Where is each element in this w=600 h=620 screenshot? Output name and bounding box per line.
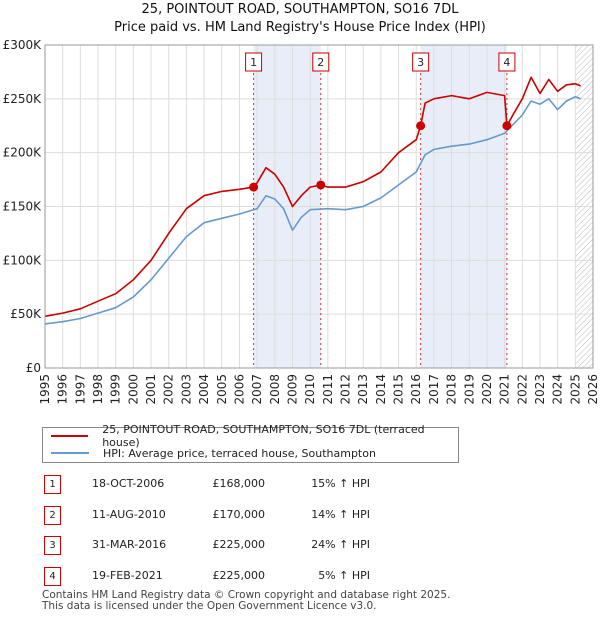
table-row: 2 11-AUG-2010 £170,000 14% ↑ HPI bbox=[0, 506, 600, 526]
footer: Contains HM Land Registry data © Crown c… bbox=[42, 590, 450, 612]
legend: 25, POINTOUT ROAD, SOUTHAMPTON, SO16 7DL… bbox=[42, 423, 459, 463]
x-tick-label: 2007 bbox=[250, 374, 264, 405]
transaction-hpi: 15% ↑ HPI bbox=[311, 477, 370, 490]
transaction-price: £168,000 bbox=[212, 477, 266, 490]
x-tick-label: 2016 bbox=[409, 374, 423, 405]
marker-label-3: 3 bbox=[417, 56, 424, 69]
table-row: 4 19-FEB-2021 £225,000 5% ↑ HPI bbox=[0, 567, 600, 587]
legend-label-property: 25, POINTOUT ROAD, SOUTHAMPTON, SO16 7DL… bbox=[102, 423, 425, 449]
x-tick-label: 2022 bbox=[515, 374, 529, 405]
table-row: 3 31-MAR-2016 £225,000 24% ↑ HPI bbox=[0, 536, 600, 556]
x-tick-label: 2019 bbox=[462, 374, 476, 405]
x-tick-label: 2002 bbox=[162, 374, 176, 405]
sale-point-3 bbox=[416, 121, 426, 131]
legend-item-hpi: HPI: Average price, terraced house, Sout… bbox=[51, 445, 376, 461]
x-tick-label: 2000 bbox=[126, 374, 140, 405]
transaction-price: £225,000 bbox=[212, 569, 266, 582]
x-tick-label: 2015 bbox=[392, 374, 406, 405]
table-row: 1 18-OCT-2006 £168,000 15% ↑ HPI bbox=[0, 475, 600, 495]
chart-title: 25, POINTOUT ROAD, SOUTHAMPTON, SO16 7DL bbox=[141, 2, 459, 17]
transaction-hpi: 5% ↑ HPI bbox=[318, 569, 370, 582]
x-tick-label: 2005 bbox=[215, 374, 229, 405]
y-tick-label: £50K bbox=[10, 307, 42, 321]
x-tick-label: 2008 bbox=[268, 374, 282, 405]
x-tick-label: 2003 bbox=[179, 374, 193, 405]
x-tick-label: 2012 bbox=[339, 374, 353, 405]
sale-point-2 bbox=[316, 180, 326, 190]
transaction-price: £170,000 bbox=[212, 508, 266, 521]
x-tick-label: 2020 bbox=[480, 374, 494, 405]
sale-point-1 bbox=[249, 182, 259, 192]
property-price-line bbox=[44, 76, 581, 318]
transaction-badge: 2 bbox=[44, 506, 61, 525]
marker-label-1: 1 bbox=[250, 56, 257, 69]
x-tick-label: 2025 bbox=[568, 374, 582, 405]
x-tick-label: 1995 bbox=[38, 374, 52, 405]
x-tick-label: 1996 bbox=[56, 374, 70, 405]
transaction-badge: 4 bbox=[44, 567, 61, 586]
x-tick-label: 2006 bbox=[232, 374, 246, 405]
marker-box-3 bbox=[412, 52, 430, 72]
transaction-badge: 3 bbox=[44, 536, 61, 555]
x-tick-label: 1997 bbox=[73, 374, 87, 405]
footer-copyright: Contains HM Land Registry data © Crown c… bbox=[42, 589, 451, 601]
y-tick-label: £100K bbox=[3, 253, 43, 267]
chart-subtitle: Price paid vs. HM Land Registry's House … bbox=[114, 20, 486, 35]
marker-label-2: 2 bbox=[317, 56, 324, 69]
x-tick-label: 1998 bbox=[91, 374, 105, 405]
y-tick-label: £0 bbox=[26, 361, 41, 375]
y-tick-label: £150K bbox=[3, 200, 43, 214]
legend-item-property: 25, POINTOUT ROAD, SOUTHAMPTON, SO16 7DL… bbox=[51, 423, 458, 449]
x-tick-label: 2023 bbox=[533, 374, 547, 405]
x-tick-label: 2011 bbox=[321, 374, 335, 405]
transaction-hpi: 14% ↑ HPI bbox=[311, 508, 370, 521]
plot-frame bbox=[44, 44, 594, 369]
x-tick-label: 2013 bbox=[356, 374, 370, 405]
x-tick-label: 2014 bbox=[374, 374, 388, 405]
marker-box-4 bbox=[498, 52, 516, 72]
transaction-date: 11-AUG-2010 bbox=[92, 508, 166, 521]
x-tick-label: 2026 bbox=[586, 374, 600, 405]
x-tick-label: 2001 bbox=[144, 374, 158, 405]
transaction-date: 19-FEB-2021 bbox=[92, 569, 163, 582]
transaction-badge: 1 bbox=[44, 475, 61, 494]
legend-label-hpi: HPI: Average price, terraced house, Sout… bbox=[103, 446, 376, 460]
marker-label-4: 4 bbox=[503, 56, 510, 69]
y-tick-label: £300K bbox=[3, 38, 43, 52]
transaction-hpi: 24% ↑ HPI bbox=[311, 538, 370, 551]
x-tick-label: 2004 bbox=[197, 374, 211, 405]
hpi-line bbox=[44, 95, 581, 325]
x-tick-label: 1999 bbox=[109, 374, 123, 405]
transaction-date: 18-OCT-2006 bbox=[92, 477, 165, 490]
x-tick-label: 2017 bbox=[427, 374, 441, 405]
legend-swatch-hpi bbox=[51, 452, 89, 454]
marker-box-2 bbox=[312, 52, 330, 72]
transaction-price: £225,000 bbox=[212, 538, 266, 551]
x-tick-label: 2024 bbox=[551, 374, 565, 405]
sale-point-4 bbox=[502, 121, 512, 131]
x-tick-label: 2009 bbox=[285, 374, 299, 405]
footer-licence: This data is licensed under the Open Gov… bbox=[42, 600, 377, 612]
marker-box-1 bbox=[245, 52, 263, 72]
x-tick-label: 2018 bbox=[445, 374, 459, 405]
x-tick-label: 2010 bbox=[303, 374, 317, 405]
y-tick-label: £250K bbox=[3, 92, 43, 106]
legend-swatch-property bbox=[51, 435, 89, 437]
y-tick-label: £200K bbox=[3, 146, 43, 160]
x-tick-label: 2021 bbox=[498, 374, 512, 405]
transaction-date: 31-MAR-2016 bbox=[92, 538, 167, 551]
